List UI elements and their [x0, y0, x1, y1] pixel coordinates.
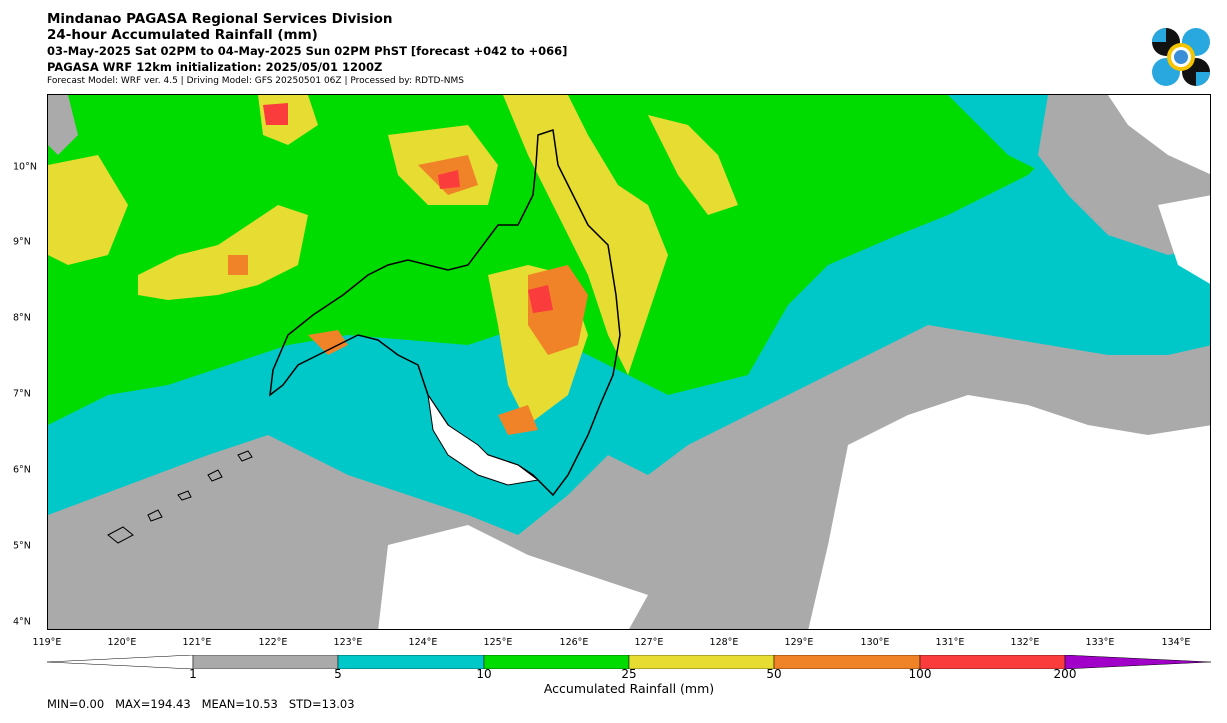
lon-label: 128°E	[709, 637, 739, 648]
colorbar-segment-10-25	[483, 655, 630, 669]
model-info: Forecast Model: WRF ver. 4.5 | Driving M…	[47, 76, 464, 86]
colorbar-segment-100-200	[919, 655, 1066, 669]
pagasa-logo-icon	[1152, 28, 1210, 86]
colorbar-segment-1-5	[192, 655, 339, 669]
lon-label: 129°E	[784, 637, 814, 648]
map-subtitle: 24-hour Accumulated Rainfall (mm)	[47, 27, 318, 43]
rainfall-colorbar	[47, 655, 1211, 669]
colorbar-tick: 5	[334, 667, 342, 681]
lat-label: 8°N	[13, 312, 31, 324]
lon-label: 132°E	[1010, 637, 1040, 648]
initialization-time: PAGASA WRF 12km initialization: 2025/05/…	[47, 60, 383, 74]
lon-label: 131°E	[935, 637, 965, 648]
lon-label: 127°E	[634, 637, 664, 648]
lon-label: 130°E	[860, 637, 890, 648]
colorbar-label: Accumulated Rainfall (mm)	[543, 681, 715, 696]
colorbar-tick: 100	[908, 667, 932, 681]
colorbar-tick: 50	[766, 667, 782, 681]
lon-label: 122°E	[258, 637, 288, 648]
lon-label: 125°E	[483, 637, 513, 648]
statistics-line: MIN=0.00 MAX=194.43 MEAN=10.53 STD=13.03	[47, 697, 355, 711]
lat-label: 7°N	[13, 388, 31, 400]
colorbar-segment-25-50	[628, 655, 775, 669]
forecast-period: 03-May-2025 Sat 02PM to 04-May-2025 Sun …	[47, 44, 568, 58]
colorbar-tick: 10	[476, 667, 492, 681]
map-title: Mindanao PAGASA Regional Services Divisi…	[47, 11, 393, 27]
colorbar-tick: 1	[189, 667, 197, 681]
colorbar-segment-5-10	[337, 655, 485, 669]
colorbar-segment-lt1	[47, 655, 194, 669]
colorbar-tick: 200	[1053, 667, 1077, 681]
colorbar-tick: 25	[621, 667, 637, 681]
lon-label: 126°E	[559, 637, 589, 648]
lon-label: 123°E	[333, 637, 363, 648]
lat-label: 6°N	[13, 464, 31, 476]
lon-label: 134°E	[1161, 637, 1191, 648]
lon-label: 124°E	[408, 637, 438, 648]
lat-label: 4°N	[13, 616, 31, 628]
lon-label: 119°E	[32, 637, 62, 648]
lat-label: 5°N	[13, 540, 31, 552]
colorbar-segment-gt200	[1064, 655, 1211, 669]
lon-label: 120°E	[107, 637, 137, 648]
lat-label: 10°N	[13, 161, 37, 173]
lat-label: 9°N	[13, 236, 31, 248]
lon-label: 121°E	[182, 637, 212, 648]
colorbar-segment-50-100	[773, 655, 921, 669]
rainfall-map	[47, 94, 1211, 630]
lon-label: 133°E	[1085, 637, 1115, 648]
